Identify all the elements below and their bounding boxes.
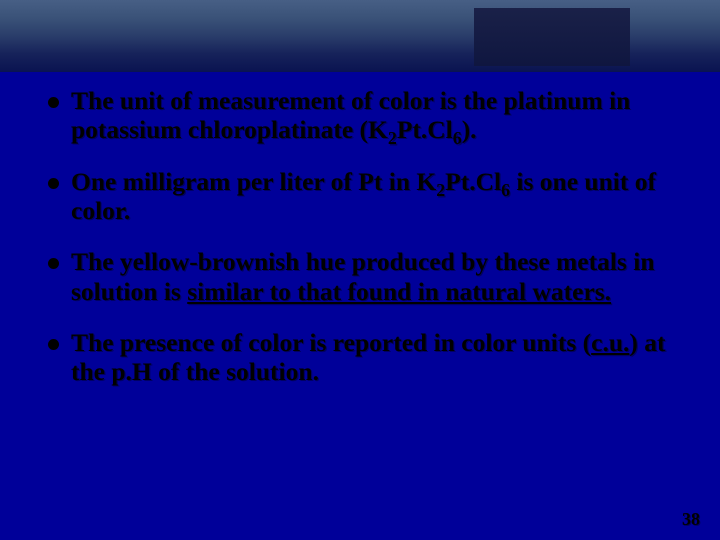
underline-text: c.u. bbox=[591, 328, 629, 357]
text-segment: The unit of measurement of color is the … bbox=[71, 86, 630, 144]
underline-text: similar to that found in natural waters. bbox=[187, 277, 611, 306]
text-segment: The presence of color is reported in col… bbox=[71, 328, 591, 357]
text-segment: ). bbox=[462, 115, 477, 144]
bullet-dot-icon bbox=[48, 258, 59, 269]
bullet-4-text: The presence of color is reported in col… bbox=[71, 328, 678, 387]
top-dark-box bbox=[474, 8, 630, 66]
bullet-dot-icon bbox=[48, 339, 59, 350]
slide: The unit of measurement of color is the … bbox=[0, 0, 720, 540]
bullet-4: The presence of color is reported in col… bbox=[48, 328, 678, 387]
bullet-1-text: The unit of measurement of color is the … bbox=[71, 86, 678, 145]
content-area: The unit of measurement of color is the … bbox=[48, 86, 678, 409]
text-segment: Pt.Cl bbox=[397, 115, 453, 144]
bullet-3: The yellow-brownish hue produced by thes… bbox=[48, 247, 678, 306]
bullet-1: The unit of measurement of color is the … bbox=[48, 86, 678, 145]
subscript: 2 bbox=[436, 180, 445, 200]
subscript: 6 bbox=[453, 128, 462, 148]
text-segment: Pt.Cl bbox=[445, 167, 501, 196]
bullet-3-text: The yellow-brownish hue produced by thes… bbox=[71, 247, 678, 306]
page-number: 38 bbox=[682, 509, 700, 530]
bullet-dot-icon bbox=[48, 97, 59, 108]
subscript: 6 bbox=[501, 180, 510, 200]
subscript: 2 bbox=[388, 128, 397, 148]
text-segment: One milligram per liter of Pt in K bbox=[71, 167, 436, 196]
bullet-2-text: One milligram per liter of Pt in K2Pt.Cl… bbox=[71, 167, 678, 226]
bullet-dot-icon bbox=[48, 178, 59, 189]
bullet-2: One milligram per liter of Pt in K2Pt.Cl… bbox=[48, 167, 678, 226]
